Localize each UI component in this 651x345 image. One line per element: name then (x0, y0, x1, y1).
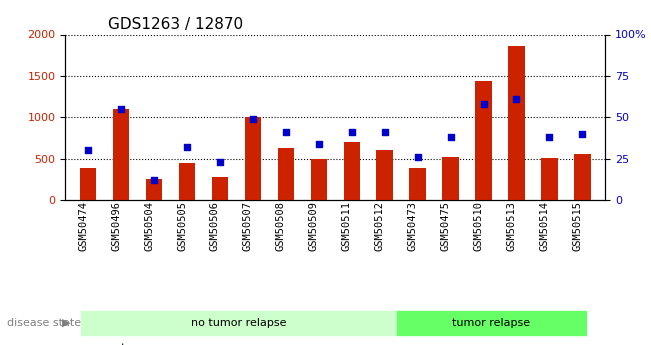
Point (314, 141, 324, 147)
Text: GDS1263 / 12870: GDS1263 / 12870 (108, 17, 243, 32)
Point (380, 129, 390, 135)
Point (413, 154, 423, 160)
Bar (442, 157, 459, 200)
Bar (409, 168, 426, 200)
Point (182, 144, 192, 150)
Point (83, 148, 93, 153)
Bar (113, 109, 130, 200)
Bar (146, 179, 162, 200)
Text: tumor relapse: tumor relapse (452, 318, 531, 327)
Point (445, 135, 456, 140)
Bar (311, 159, 327, 200)
Point (281, 129, 291, 135)
Text: ■: ■ (81, 342, 93, 345)
Point (149, 177, 159, 183)
Point (577, 131, 588, 137)
Bar (475, 81, 492, 200)
Text: disease state: disease state (7, 318, 81, 327)
Point (215, 159, 225, 165)
Point (478, 101, 489, 107)
Bar (179, 163, 195, 200)
Point (511, 96, 521, 102)
Bar (574, 154, 590, 200)
Text: no tumor relapse: no tumor relapse (191, 318, 287, 327)
Bar (344, 142, 360, 200)
Bar (245, 117, 261, 200)
Point (544, 135, 555, 140)
Bar (80, 168, 96, 200)
Bar (508, 46, 525, 200)
Bar (277, 148, 294, 200)
Point (116, 106, 126, 112)
Bar (541, 158, 558, 200)
Text: ▶: ▶ (62, 318, 70, 327)
Point (247, 116, 258, 122)
Bar (376, 150, 393, 200)
Bar (212, 177, 229, 200)
Text: count: count (94, 344, 126, 345)
Point (346, 129, 357, 135)
